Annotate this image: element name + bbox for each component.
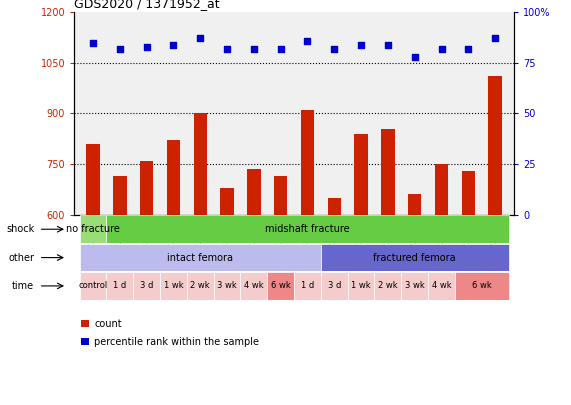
Text: 6 wk: 6 wk bbox=[271, 281, 291, 290]
Bar bbox=[381, 129, 395, 215]
Bar bbox=[220, 188, 234, 215]
Text: no fracture: no fracture bbox=[66, 224, 120, 234]
Bar bbox=[81, 338, 89, 345]
Text: 6 wk: 6 wk bbox=[472, 281, 492, 290]
Point bbox=[356, 41, 365, 48]
Bar bbox=[106, 272, 133, 300]
Point bbox=[437, 45, 446, 52]
Text: count: count bbox=[94, 319, 122, 328]
Bar bbox=[79, 244, 321, 271]
Bar bbox=[408, 194, 421, 215]
Bar bbox=[240, 272, 267, 300]
Text: 3 d: 3 d bbox=[328, 281, 341, 290]
Point bbox=[329, 45, 339, 52]
Text: 1 wk: 1 wk bbox=[351, 281, 371, 290]
Text: fractured femora: fractured femora bbox=[373, 253, 456, 262]
Point bbox=[276, 45, 286, 52]
Text: shock: shock bbox=[6, 224, 34, 234]
Bar bbox=[140, 161, 154, 215]
Point bbox=[410, 53, 419, 60]
Text: 3 wk: 3 wk bbox=[217, 281, 237, 290]
Bar bbox=[455, 272, 509, 300]
Bar bbox=[348, 272, 375, 300]
Text: 1 d: 1 d bbox=[113, 281, 126, 290]
Text: control: control bbox=[78, 281, 107, 290]
Bar bbox=[79, 272, 106, 300]
Bar bbox=[321, 244, 509, 271]
Bar bbox=[301, 110, 314, 215]
Point bbox=[89, 39, 98, 46]
Point bbox=[383, 41, 392, 48]
Bar bbox=[461, 171, 475, 215]
Bar bbox=[428, 272, 455, 300]
Text: 4 wk: 4 wk bbox=[244, 281, 264, 290]
Text: 3 d: 3 d bbox=[140, 281, 153, 290]
Bar bbox=[355, 134, 368, 215]
Bar bbox=[81, 320, 89, 327]
Bar bbox=[274, 176, 287, 215]
Bar bbox=[294, 272, 321, 300]
Bar bbox=[488, 76, 502, 215]
Text: midshaft fracture: midshaft fracture bbox=[265, 224, 350, 234]
Text: percentile rank within the sample: percentile rank within the sample bbox=[94, 337, 259, 347]
Bar bbox=[247, 169, 260, 215]
Point bbox=[142, 43, 151, 50]
Bar bbox=[187, 272, 214, 300]
Point bbox=[196, 35, 205, 42]
Text: 2 wk: 2 wk bbox=[378, 281, 398, 290]
Point bbox=[464, 45, 473, 52]
Bar bbox=[160, 272, 187, 300]
Bar bbox=[267, 272, 294, 300]
Bar bbox=[328, 198, 341, 215]
Bar bbox=[401, 272, 428, 300]
Bar bbox=[86, 144, 100, 215]
Bar bbox=[133, 272, 160, 300]
Text: 1 wk: 1 wk bbox=[164, 281, 183, 290]
Point bbox=[115, 45, 124, 52]
Point bbox=[490, 35, 500, 42]
Bar bbox=[79, 215, 106, 243]
Bar bbox=[435, 164, 448, 215]
Text: intact femora: intact femora bbox=[167, 253, 233, 262]
Point bbox=[223, 45, 232, 52]
Bar bbox=[167, 141, 180, 215]
Text: 1 d: 1 d bbox=[301, 281, 314, 290]
Text: GDS2020 / 1371952_at: GDS2020 / 1371952_at bbox=[74, 0, 220, 10]
Bar bbox=[194, 113, 207, 215]
Point bbox=[303, 37, 312, 44]
Bar bbox=[321, 272, 348, 300]
Text: time: time bbox=[12, 281, 34, 291]
Text: 4 wk: 4 wk bbox=[432, 281, 451, 290]
Text: 2 wk: 2 wk bbox=[190, 281, 210, 290]
Point bbox=[250, 45, 259, 52]
Text: 3 wk: 3 wk bbox=[405, 281, 425, 290]
Text: other: other bbox=[8, 253, 34, 262]
Bar bbox=[113, 176, 127, 215]
Point bbox=[169, 41, 178, 48]
Bar bbox=[214, 272, 240, 300]
Bar bbox=[375, 272, 401, 300]
